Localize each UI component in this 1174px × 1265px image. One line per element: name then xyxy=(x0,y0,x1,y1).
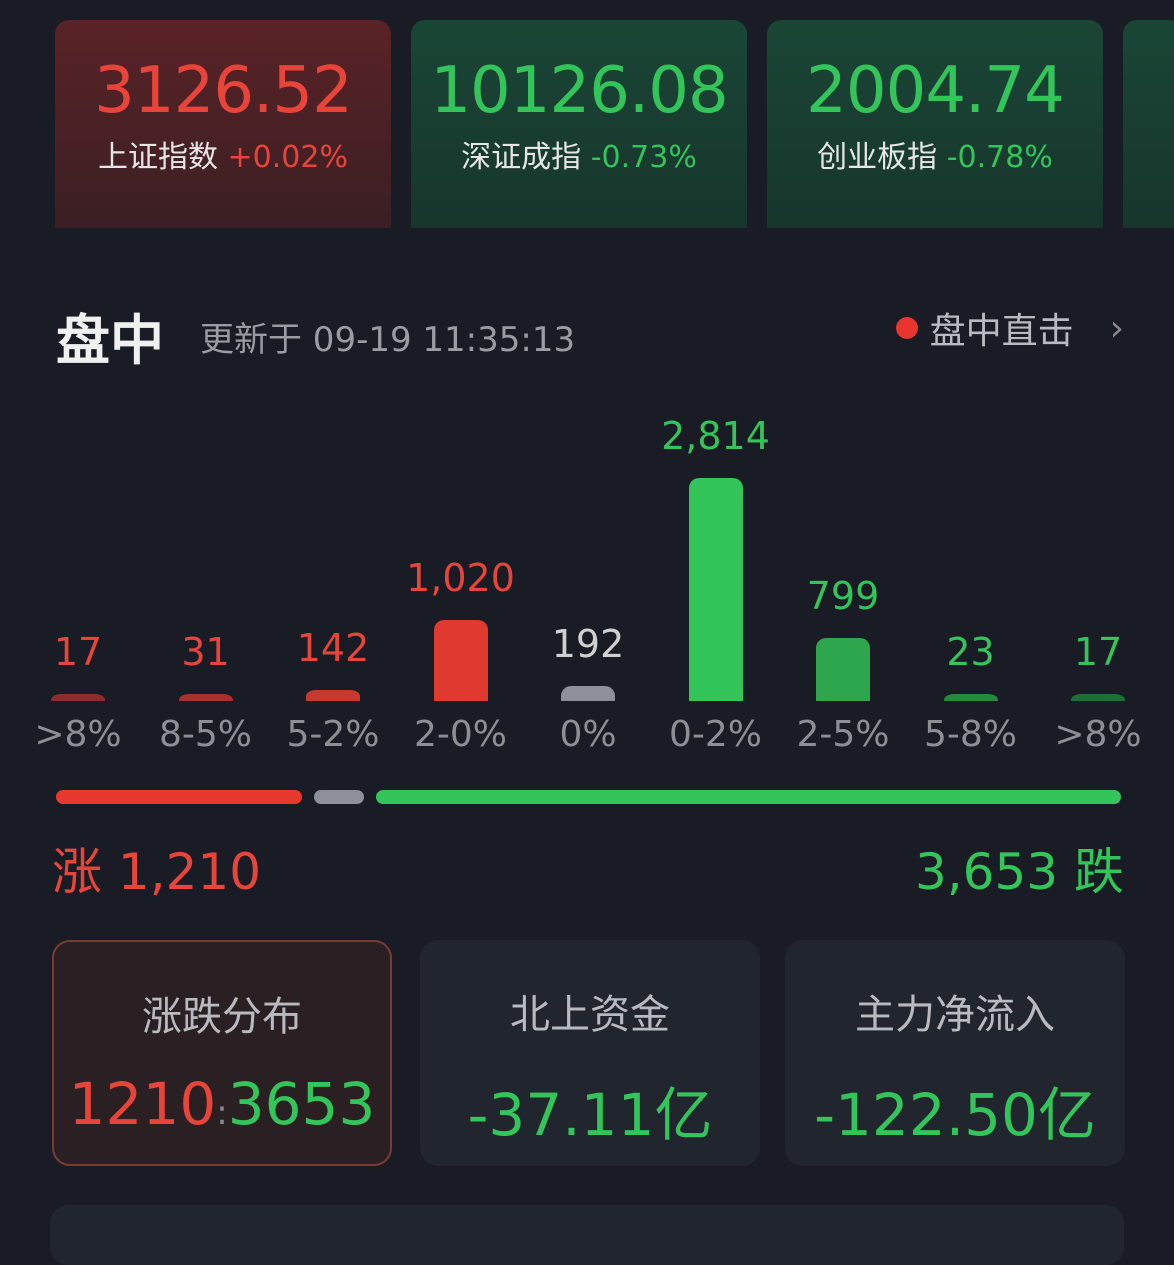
card-title: 涨跌分布 xyxy=(142,994,302,1040)
index-card-chinext[interactable]: 2004.74 创业板指 -0.78% xyxy=(767,20,1103,228)
chevron-right-icon: › xyxy=(1109,307,1124,349)
category-label: 0% xyxy=(559,714,617,755)
bar-2 xyxy=(306,689,360,701)
bar-value-label: 799 xyxy=(806,573,880,618)
up-count: 涨 1,210 xyxy=(52,832,261,904)
index-name: 上证指数 xyxy=(98,140,218,175)
live-label: 盘中直击 xyxy=(929,311,1074,352)
index-name: 深证成指 xyxy=(461,140,582,175)
category-label: 5-2% xyxy=(286,714,380,755)
category-label: 2-0% xyxy=(413,714,507,755)
index-change: -0.78% xyxy=(946,140,1053,175)
category-label: 0-2% xyxy=(668,714,762,755)
live-link[interactable]: 盘中直击 › xyxy=(895,302,1124,354)
update-time: 更新于 09-19 11:35:13 xyxy=(200,320,576,360)
bar-5 xyxy=(688,478,743,701)
index-card-shenzhen[interactable]: 10126.08 深证成指 -0.73% xyxy=(411,20,747,228)
up-label: 涨 xyxy=(52,843,102,901)
next-panel xyxy=(50,1205,1124,1265)
category-label: 8-5% xyxy=(158,714,252,755)
section-title: 盘中 xyxy=(56,309,164,372)
bar-value-label: 31 xyxy=(181,630,230,674)
card-main-inflow[interactable]: 主力净流入 -122.50亿 xyxy=(785,940,1125,1166)
bar-value-label: 2,814 xyxy=(661,414,770,458)
card-up-value: 1210 xyxy=(68,1070,217,1138)
bar-6 xyxy=(816,637,870,701)
down-count-value: 3,653 xyxy=(914,843,1059,901)
bar-value-label: 23 xyxy=(946,630,995,674)
index-value: 10126.08 xyxy=(430,54,728,128)
index-value: 2004.74 xyxy=(806,54,1065,128)
bar-0 xyxy=(51,694,105,701)
category-label: 2-5% xyxy=(796,714,890,755)
bar-value-label: 142 xyxy=(296,625,370,670)
category-label: >8% xyxy=(34,714,122,755)
card-separator: : xyxy=(216,1093,228,1133)
index-name: 创业板指 xyxy=(817,140,938,175)
category-label: >8% xyxy=(1054,714,1142,755)
card-down-value: 3653 xyxy=(227,1070,376,1138)
up-count-value: 1,210 xyxy=(117,843,262,901)
bar-value-label: 192 xyxy=(551,621,625,666)
index-change: +0.02% xyxy=(227,140,348,175)
card-value: -122.50亿 xyxy=(814,1081,1096,1149)
index-card-shanghai[interactable]: 3126.52 上证指数 +0.02% xyxy=(55,20,391,228)
index-card-partial[interactable] xyxy=(1123,20,1174,228)
bar-7 xyxy=(943,694,998,701)
bar-value-label: 17 xyxy=(53,630,103,674)
category-label: 5-8% xyxy=(923,714,1017,755)
card-title: 主力净流入 xyxy=(855,992,1055,1038)
flat-ratio-bar xyxy=(314,790,364,804)
index-value: 3126.52 xyxy=(94,54,353,128)
bar-4 xyxy=(561,685,615,701)
bar-value-label: 17 xyxy=(1073,630,1123,674)
bar-value-label: 1,020 xyxy=(406,556,515,601)
card-value: -37.11亿 xyxy=(467,1081,713,1149)
down-label: 跌 xyxy=(1074,843,1124,901)
card-northbound[interactable]: 北上资金 -37.11亿 xyxy=(420,940,760,1166)
down-ratio-bar xyxy=(376,790,1121,804)
bar-3 xyxy=(433,620,488,701)
card-distribution[interactable]: 涨跌分布 1210:3653 xyxy=(52,940,392,1166)
card-title: 北上资金 xyxy=(510,992,670,1038)
live-dot-icon xyxy=(895,317,918,339)
up-ratio-bar xyxy=(56,790,302,804)
bar-8 xyxy=(1071,694,1125,701)
index-change: -0.73% xyxy=(590,140,697,175)
down-count: 3,653 跌 xyxy=(915,832,1124,904)
bar-1 xyxy=(178,694,233,701)
